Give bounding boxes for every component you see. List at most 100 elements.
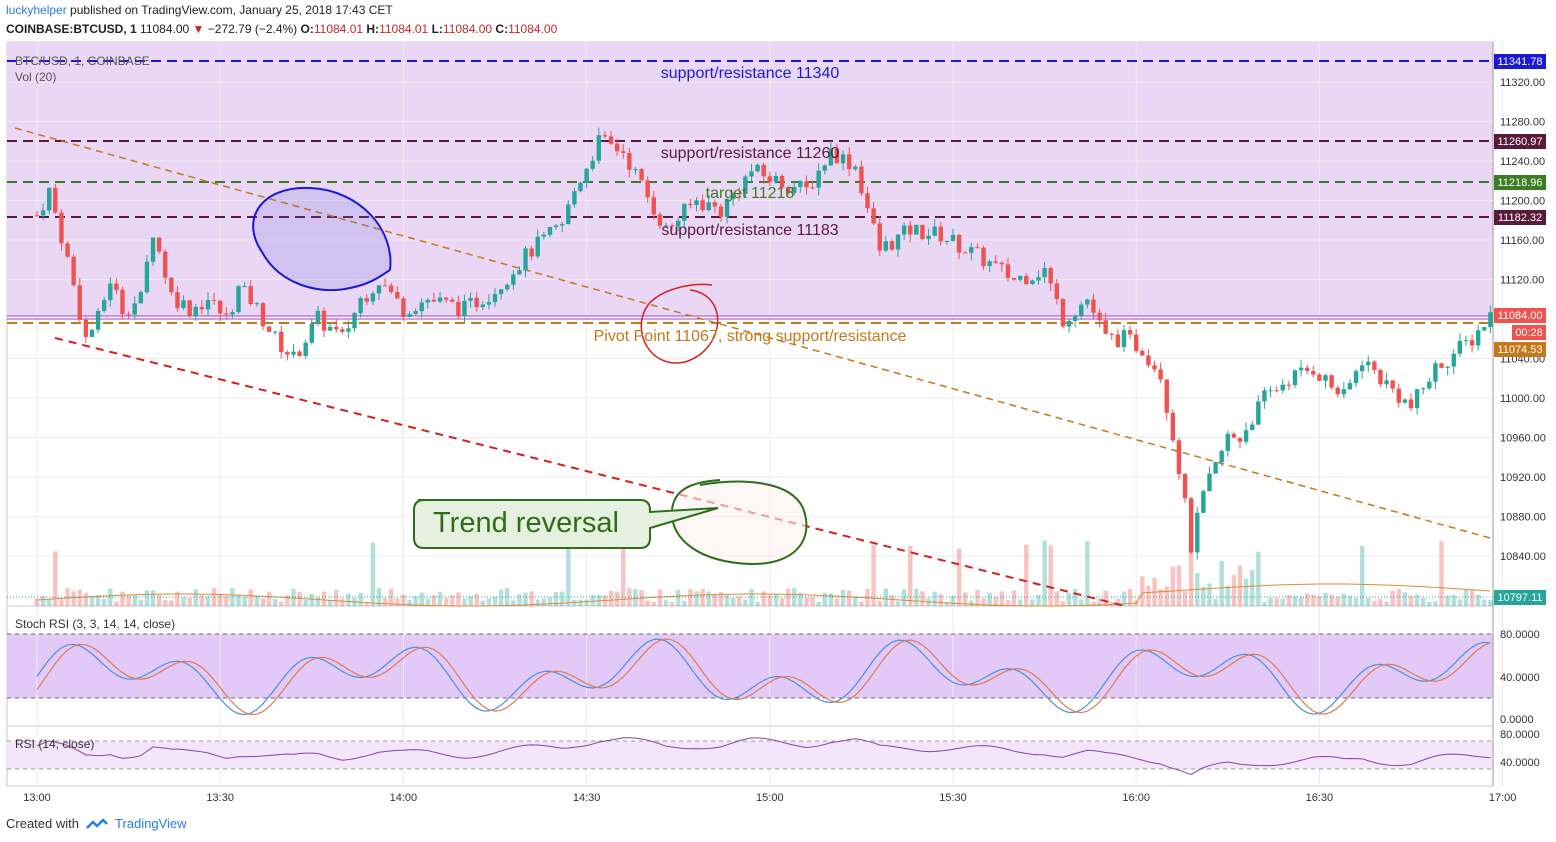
volume-bar [169,600,174,606]
volume-bar [376,588,382,606]
volume-bar [944,601,950,606]
candle-body [156,237,162,252]
candle-body [1109,333,1114,335]
candle-body [34,215,40,217]
candle-body [1421,388,1426,390]
volume-bar [810,597,815,606]
candle-body [279,331,284,352]
volume-bar [150,590,156,606]
volume-bar [297,591,302,606]
volume-bar [859,601,864,606]
candle-body [926,235,931,240]
volume-bar [1213,598,1218,606]
y-tick-label: 10880.00 [1500,512,1546,524]
candle-body [1237,437,1243,442]
x-tick-label: 15:30 [939,792,967,804]
volume-bar [730,597,736,606]
author-link[interactable]: luckyhelper [6,3,67,17]
orange-trendline[interactable] [14,127,1491,539]
candle-body [181,300,186,308]
candle-body [718,206,724,217]
volume-bar [1225,585,1230,606]
candle-body [71,256,76,286]
candle-body [468,297,473,301]
candle-body [1079,304,1084,316]
candle-body [1475,330,1481,346]
volume-bar [816,601,821,606]
candle-body [1378,369,1383,385]
volume-bar [480,600,485,606]
volume-bar [1109,601,1114,606]
volume-bar [1097,598,1102,606]
candle-body [1103,320,1108,334]
candle-body [1433,363,1438,382]
red-trendline[interactable] [54,337,1126,607]
candle-body [1036,277,1041,281]
volume-bar [1469,589,1475,606]
y-tick-label: 11280.00 [1500,116,1545,128]
volume-bar [1115,598,1121,606]
candle-body [1195,512,1200,553]
volume-bar [108,588,113,606]
candle-body [1256,401,1261,425]
volume-bar [1146,585,1151,606]
blue-highlight-ellipse[interactable] [252,186,392,292]
volume-bar [1390,590,1395,606]
candle-body [895,234,901,250]
candle-body [1347,383,1353,390]
candle-body [1225,433,1230,451]
volume-bar [908,546,913,606]
candle-body [1280,384,1285,391]
candle-body [413,311,418,314]
volume-bar [260,598,266,606]
candle-body [1176,440,1182,475]
candle-body [804,181,809,188]
candle-body [480,304,485,308]
candle-body [407,313,412,317]
volume-bar [309,593,314,606]
volume-bar [291,588,296,606]
candle-body [1402,399,1408,403]
candle-body [1097,312,1102,321]
volume-bar [315,597,321,606]
volume-bar [663,600,669,606]
candlestick-series[interactable] [34,127,1493,560]
trend-reversal-callout[interactable] [413,499,719,549]
candle-body [1262,390,1267,402]
candle-body [1396,388,1401,403]
candle-body [1042,268,1047,278]
low-label: L: [431,22,443,36]
candle-body [999,262,1005,265]
tradingview-link[interactable]: TradingView [114,816,187,831]
tag-11074: 11074.53 [1497,344,1542,356]
timer-tag: 00:28 [1515,327,1543,339]
x-tick-label: 13:00 [23,792,51,804]
volume-bar [1384,601,1389,606]
rsi-tick-label: 40.0000 [1500,757,1540,769]
red-circle-annotation[interactable] [640,283,719,364]
green-reversal-ellipse[interactable] [670,479,808,566]
volume-bar [1091,601,1096,606]
candle-body [883,241,889,251]
volume-bar [920,591,925,606]
volume-bar [1488,599,1493,606]
volume-bar [792,588,797,606]
candle-body [242,286,247,288]
volume-bar [138,599,144,606]
volume-bar [743,599,748,606]
candle-body [523,248,528,271]
candle-body [1085,299,1090,305]
candle-body [101,300,107,311]
candle-body [1457,340,1463,354]
volume-bar [1329,594,1334,606]
candle-body [932,226,937,236]
candle-body [572,191,577,205]
volume-bar [1445,595,1450,606]
volume-bar [584,599,589,606]
volume-bar [529,591,534,606]
volume-bar [1017,599,1023,606]
candle-body [1213,462,1218,474]
volume-bar [236,594,241,606]
tag-11074-bg [1494,342,1546,357]
